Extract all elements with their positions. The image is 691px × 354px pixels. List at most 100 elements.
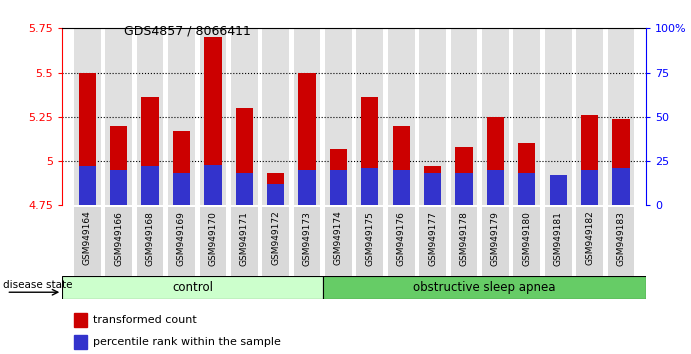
Bar <box>299 170 316 205</box>
Text: GSM949179: GSM949179 <box>491 211 500 266</box>
Bar <box>168 28 195 205</box>
Bar <box>110 126 127 205</box>
Text: GSM949171: GSM949171 <box>240 211 249 266</box>
Bar <box>513 28 540 205</box>
Bar <box>236 108 253 205</box>
Bar <box>74 335 87 349</box>
Bar <box>486 117 504 205</box>
Bar <box>74 207 101 278</box>
Bar <box>263 28 289 205</box>
Bar <box>545 207 571 278</box>
Bar <box>299 73 316 205</box>
Bar <box>518 173 536 205</box>
Text: GSM949173: GSM949173 <box>303 211 312 266</box>
Bar <box>419 28 446 205</box>
Text: GSM949182: GSM949182 <box>585 211 594 266</box>
Bar <box>205 165 222 205</box>
Bar <box>361 168 379 205</box>
Text: GSM949183: GSM949183 <box>616 211 625 266</box>
Bar <box>105 207 132 278</box>
Bar <box>173 173 190 205</box>
Bar <box>330 149 347 205</box>
Bar <box>451 28 477 205</box>
Bar <box>392 126 410 205</box>
Text: control: control <box>172 281 213 294</box>
Bar <box>236 173 253 205</box>
Bar <box>323 276 646 299</box>
Text: percentile rank within the sample: percentile rank within the sample <box>93 337 281 347</box>
Text: obstructive sleep apnea: obstructive sleep apnea <box>413 281 556 294</box>
Bar <box>267 184 284 205</box>
Bar <box>79 73 96 205</box>
Bar <box>231 207 258 278</box>
Bar <box>607 28 634 205</box>
Text: GSM949170: GSM949170 <box>209 211 218 266</box>
Text: GSM949175: GSM949175 <box>366 211 375 266</box>
Bar <box>388 28 415 205</box>
Bar <box>455 173 473 205</box>
Text: GSM949180: GSM949180 <box>522 211 531 266</box>
Text: GSM949166: GSM949166 <box>114 211 123 266</box>
Bar <box>325 28 352 205</box>
Text: GSM949177: GSM949177 <box>428 211 437 266</box>
Bar <box>607 207 634 278</box>
Bar <box>267 173 284 205</box>
Text: transformed count: transformed count <box>93 315 197 325</box>
Bar <box>200 207 226 278</box>
Text: disease state: disease state <box>3 280 73 290</box>
Text: GSM949164: GSM949164 <box>83 211 92 266</box>
Bar <box>424 173 442 205</box>
Bar <box>549 175 567 205</box>
Text: GSM949168: GSM949168 <box>146 211 155 266</box>
Text: GSM949176: GSM949176 <box>397 211 406 266</box>
Bar <box>137 207 164 278</box>
Bar <box>330 170 347 205</box>
Bar <box>419 207 446 278</box>
Bar <box>518 143 536 205</box>
Bar <box>294 207 321 278</box>
Bar <box>173 131 190 205</box>
Bar <box>105 28 132 205</box>
Bar <box>455 147 473 205</box>
Bar <box>612 119 630 205</box>
Bar <box>79 166 96 205</box>
Text: GSM949169: GSM949169 <box>177 211 186 266</box>
Bar <box>325 207 352 278</box>
Bar <box>205 37 222 205</box>
Bar <box>388 207 415 278</box>
Bar <box>486 170 504 205</box>
Bar <box>581 115 598 205</box>
Bar <box>361 97 379 205</box>
Bar <box>581 170 598 205</box>
Bar <box>392 170 410 205</box>
Bar <box>576 207 603 278</box>
Bar <box>110 170 127 205</box>
Bar <box>142 166 159 205</box>
Bar <box>74 28 101 205</box>
Bar <box>513 207 540 278</box>
Bar <box>482 28 509 205</box>
Text: GSM949172: GSM949172 <box>271 211 280 266</box>
Bar <box>357 28 384 205</box>
Bar <box>482 207 509 278</box>
Bar <box>612 168 630 205</box>
Bar <box>263 207 289 278</box>
Bar <box>137 28 164 205</box>
Bar <box>576 28 603 205</box>
Bar <box>74 313 87 327</box>
Text: GSM949181: GSM949181 <box>553 211 562 266</box>
Bar <box>142 97 159 205</box>
Bar <box>168 207 195 278</box>
Bar <box>357 207 384 278</box>
Bar <box>231 28 258 205</box>
Bar <box>62 276 323 299</box>
Bar <box>545 28 571 205</box>
Text: GDS4857 / 8066411: GDS4857 / 8066411 <box>124 25 252 38</box>
Bar <box>451 207 477 278</box>
Bar <box>294 28 321 205</box>
Text: GSM949178: GSM949178 <box>460 211 468 266</box>
Bar <box>200 28 226 205</box>
Bar <box>549 175 567 205</box>
Text: GSM949174: GSM949174 <box>334 211 343 266</box>
Bar <box>424 166 442 205</box>
